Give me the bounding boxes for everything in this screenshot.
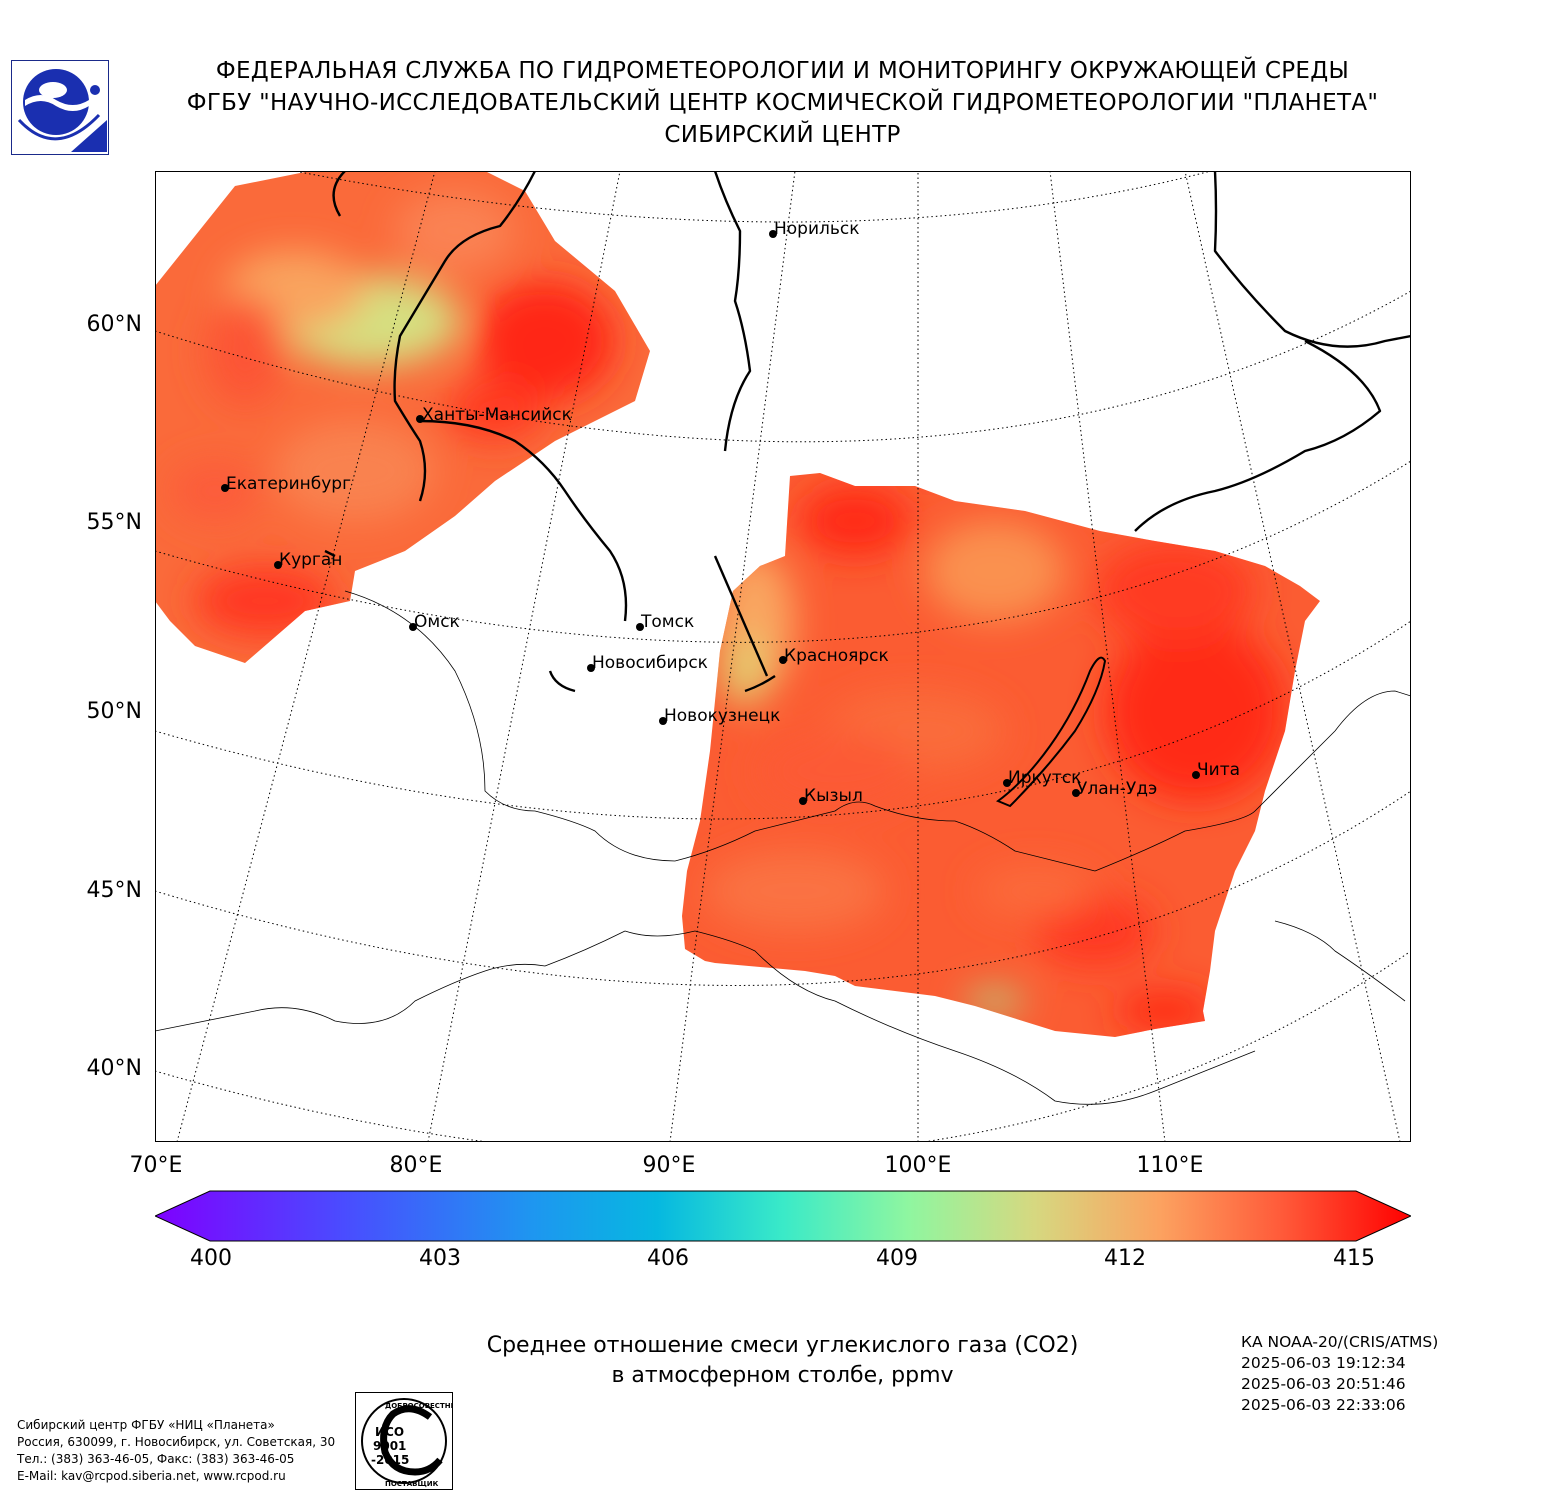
city-label-chita: Чита — [1197, 760, 1240, 780]
header-line-1: ФЕДЕРАЛЬНАЯ СЛУЖБА ПО ГИДРОМЕТЕОРОЛОГИИ … — [215, 58, 1350, 84]
caption-line-2: в атмосферном столбе, ppmv — [611, 1363, 954, 1388]
footer-address: Россия, 630099, г. Новосибирск, ул. Сове… — [17, 1435, 336, 1449]
lon-label-80: 80°E — [389, 1153, 443, 1178]
colorbar-tick-406: 406 — [647, 1246, 689, 1271]
city-label-irkutsk: Иркутск — [1008, 768, 1081, 788]
iso-9001-badge: ДОБРОСОВЕСТНЫЙ ИСО 9001 -2015 ПОСТАВЩИК — [355, 1392, 464, 1490]
city-label-norilsk: Норильск — [774, 219, 860, 239]
iso-top-text: ДОБРОСОВЕСТНЫЙ — [385, 1401, 453, 1410]
city-label-kyzyl: Кызыл — [804, 786, 863, 806]
header-line-2: ФГБУ "НАУЧНО-ИССЛЕДОВАТЕЛЬСКИЙ ЦЕНТР КОС… — [186, 90, 1379, 116]
city-label-kurgan: Курган — [279, 550, 342, 570]
lon-label-70: 70°E — [129, 1153, 183, 1178]
lon-label-110: 110°E — [1136, 1153, 1204, 1178]
city-label-novosibirsk: Новосибирск — [592, 653, 708, 673]
lat-label-60: 60°N — [86, 312, 142, 337]
colorbar-tick-415: 415 — [1333, 1246, 1375, 1271]
colorbar-tick-403: 403 — [419, 1246, 461, 1271]
lat-label-45: 45°N — [86, 878, 142, 903]
co2-map: Норильск Ханты-Мансийск Екатеринбург Кур… — [155, 171, 1411, 1142]
city-label-tomsk: Томск — [640, 612, 694, 632]
city-label-novokuznetsk: Новокузнецк — [664, 706, 780, 726]
satellite-time-3: 2025-06-03 22:33:06 — [1241, 1396, 1406, 1414]
iso-line-1: ИСО — [375, 1425, 404, 1439]
lat-label-50: 50°N — [86, 699, 142, 724]
iso-bottom-text: ПОСТАВЩИК — [385, 1480, 439, 1488]
city-label-khanty-mansiysk: Ханты-Мансийск — [422, 405, 572, 425]
footer-phone: Тел.: (383) 363-46-05, Факс: (383) 363-4… — [17, 1452, 295, 1466]
footer-email: E-Mail: kav@rcpod.siberia.net, www.rcpod… — [17, 1469, 286, 1483]
city-label-omsk: Омск — [414, 612, 460, 632]
colorbar-tick-412: 412 — [1104, 1246, 1146, 1271]
colorbar-tick-400: 400 — [190, 1246, 232, 1271]
colorbar-tick-409: 409 — [876, 1246, 918, 1271]
city-label-ulan-ude: Улан-Удэ — [1077, 779, 1157, 799]
caption-line-1: Среднее отношение смеси углекислого газа… — [486, 1333, 1079, 1358]
colorbar — [153, 1190, 1413, 1242]
planeta-logo — [11, 60, 109, 155]
lat-label-55: 55°N — [86, 510, 142, 535]
footer-org: Сибирский центр ФГБУ «НИЦ «Планета» — [17, 1418, 275, 1432]
iso-line-3: -2015 — [371, 1453, 409, 1467]
satellite-name: КА NOAA-20/(CRIS/ATMS) — [1241, 1333, 1439, 1351]
lon-label-100: 100°E — [884, 1153, 952, 1178]
header-line-3: СИБИРСКИЙ ЦЕНТР — [664, 122, 901, 148]
lon-label-90: 90°E — [642, 1153, 696, 1178]
satellite-time-2: 2025-06-03 20:51:46 — [1241, 1375, 1406, 1393]
city-label-ekaterinburg: Екатеринбург — [226, 474, 351, 494]
lat-label-40: 40°N — [86, 1056, 142, 1081]
satellite-time-1: 2025-06-03 19:12:34 — [1241, 1354, 1406, 1372]
city-label-krasnoyarsk: Красноярск — [784, 646, 889, 666]
iso-line-2: 9001 — [373, 1439, 406, 1453]
